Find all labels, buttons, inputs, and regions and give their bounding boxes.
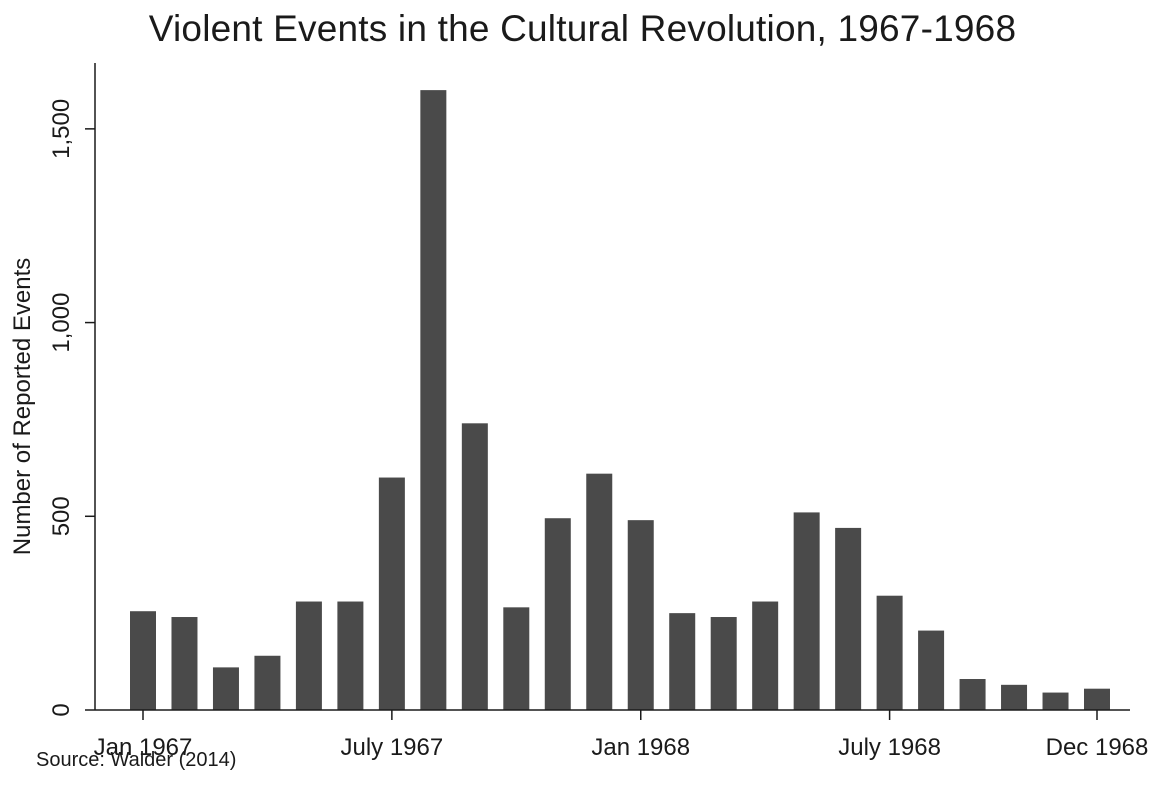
bar-may-1968	[793, 512, 820, 710]
bar-feb-1967	[171, 617, 198, 710]
bars-group	[130, 90, 1110, 711]
bar-apr-1967	[254, 655, 281, 710]
bar-sep-1968	[959, 679, 986, 710]
bar-jul-1968	[876, 595, 903, 710]
bar-mar-1967	[212, 667, 239, 710]
axes-group	[85, 63, 1130, 720]
x-tick-label: July 1967	[340, 734, 443, 761]
bar-oct-1968	[1001, 684, 1028, 710]
y-axis-title: Number of Reported Events	[9, 258, 36, 555]
x-tick-label: Jan 1968	[591, 734, 690, 761]
bar-nov-1967	[544, 518, 571, 710]
chart-title: Violent Events in the Cultural Revolutio…	[148, 8, 1017, 49]
y-tick-label: 0	[48, 703, 75, 716]
bar-mar-1968	[710, 617, 737, 710]
bar-sep-1967	[461, 423, 488, 710]
tick-labels-group: 0 500 1,000 1,500 Jan 1967 July 1967 Jan 1968 J…	[9, 99, 1148, 761]
bar-jul-1967	[378, 477, 405, 710]
bar-aug-1967	[420, 90, 447, 711]
x-tick-label: July 1968	[838, 734, 941, 761]
bar-jan-1967	[130, 611, 156, 710]
y-tick-label: 1,500	[48, 99, 75, 159]
bar-jun-1968	[835, 527, 862, 710]
bar-dec-1968	[1084, 688, 1110, 710]
y-tick-label: 500	[48, 496, 75, 536]
bar-jun-1967	[337, 601, 364, 710]
bar-feb-1968	[669, 613, 696, 710]
bar-oct-1967	[503, 607, 530, 710]
source-note: Source: Walder (2014)	[36, 749, 237, 771]
y-tick-label: 1,000	[48, 293, 75, 353]
x-tick-label: Jan 1967	[94, 734, 193, 761]
bar-may-1967	[295, 601, 322, 710]
x-tick-label: Dec 1968	[1046, 734, 1149, 761]
bar-aug-1968	[918, 630, 945, 710]
bar-nov-1968	[1042, 692, 1069, 710]
bar-jan-1968	[627, 520, 654, 710]
bar-apr-1968	[752, 601, 779, 710]
bar-dec-1967	[586, 473, 613, 710]
